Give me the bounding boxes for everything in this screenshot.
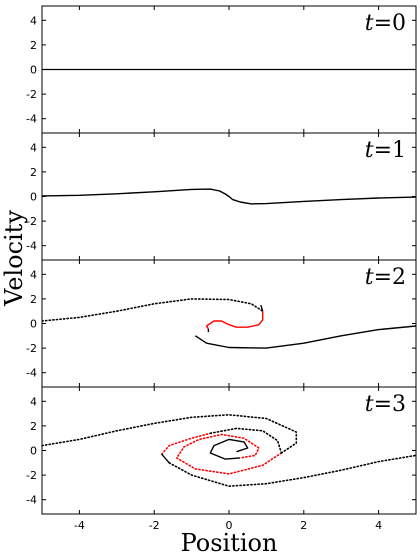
panel-label-eq: = [374,11,392,36]
series-line-0 [42,298,264,322]
y-tick-label: 2 [30,420,37,433]
panel-0: 420-2-4t=0 [26,5,417,134]
y-tick-label: 0 [30,191,37,204]
panel-2: 420-2-4t=2 [26,259,417,388]
y-tick-label: 0 [30,318,37,331]
series-line-5 [209,427,283,454]
y-tick-label: -4 [26,240,37,253]
x-tick-label: 4 [375,519,382,532]
y-axis-title: Velocity [0,210,28,307]
panel-label-eq: = [374,392,392,417]
panel-label: t=3 [365,392,406,417]
x-tick-label: -4 [74,519,85,532]
panel-label-eq: = [374,265,392,290]
y-tick-label: 0 [30,64,37,77]
series-line-6 [209,438,249,460]
panel-label: t=2 [365,265,406,290]
series-line-0 [42,188,416,205]
panel-frame [41,259,417,388]
panels-group: 420-2-4t=0420-2-4t=1420-2-4t=2420-2-4t=3… [26,5,417,532]
panel-label: t=0 [365,11,406,36]
series-line-1 [160,432,212,455]
panel-label-var: t [365,11,374,36]
panel-label-eq: = [374,138,392,163]
y-tick-label: 2 [30,39,37,52]
y-tick-label: 2 [30,166,37,179]
panel-label-val: 0 [392,11,406,36]
panel-label-var: t [365,392,374,417]
y-tick-label: -2 [26,88,37,101]
series-line-1 [205,311,264,330]
panel-curves [42,298,416,349]
y-tick-label: -2 [26,469,37,482]
x-tick-label: 2 [300,519,307,532]
panel-label-val: 2 [392,265,406,290]
panel-3: 4 2 0 -2 -4 t=3 -4 -2 0 2 4 [26,386,417,532]
panel-label-val: 1 [392,138,406,163]
panel-label-var: t [365,265,374,290]
series-line-2 [161,453,170,464]
panel-label: t=1 [365,138,406,163]
y-tick-label: 2 [30,293,37,306]
panel-label-var: t [365,138,374,163]
panel-frame [41,386,417,515]
y-tick-label: 0 [30,445,37,458]
series-line-4 [175,433,283,475]
series-line-3 [168,454,416,488]
series-line-3 [194,325,416,349]
panel-label-val: 3 [392,392,406,417]
y-tick-label: 4 [30,395,37,408]
y-tick-label: 4 [30,14,37,27]
y-tick-label: -4 [26,367,37,380]
y-tick-label: -4 [26,494,37,507]
x-axis-title: Position [181,529,278,557]
x-tick-label: -2 [149,519,160,532]
x-tick-label: 0 [226,519,233,532]
panel-curves [42,413,416,488]
panel-curves [42,188,416,205]
y-tick-label: 4 [30,268,37,281]
y-tick-label: 4 [30,141,37,154]
panel-1: 4 2 0 -2 -4 t=1 [26,132,417,261]
y-tick-label: -2 [26,215,37,228]
series-line-4 [260,304,264,312]
y-tick-label: -4 [26,113,37,126]
y-tick-label: -2 [26,342,37,355]
series-line-0 [42,413,298,454]
